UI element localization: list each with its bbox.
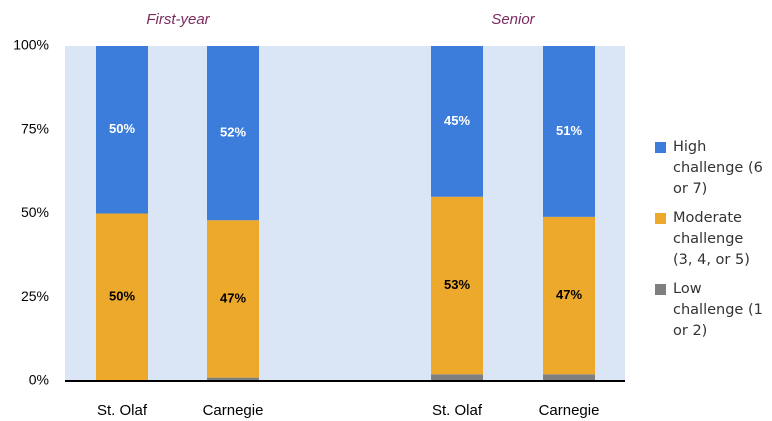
legend-label: Low challenge (1 or 2) xyxy=(673,281,763,339)
legend-item: High challenge (6 or 7) xyxy=(655,137,765,200)
plot-background xyxy=(65,46,625,381)
y-tick-label: 75% xyxy=(21,120,49,136)
x-tick-label: St. Olaf xyxy=(97,402,148,419)
legend-item: Moderate challenge (3, 4, or 5) xyxy=(655,208,765,271)
y-tick-label: 50% xyxy=(21,204,49,220)
bar-segment xyxy=(431,46,483,197)
bar-segment xyxy=(543,46,595,217)
x-tick-label: Carnegie xyxy=(203,402,264,419)
legend-swatch xyxy=(655,284,666,295)
legend-swatch xyxy=(655,142,666,153)
legend: High challenge (6 or 7) Moderate challeng… xyxy=(655,137,765,350)
bar-segment xyxy=(207,46,259,221)
data-label: 47% xyxy=(556,287,582,302)
data-label: 50% xyxy=(109,289,135,304)
legend-label: Moderate challenge (3, 4, or 5) xyxy=(673,210,750,268)
bar-segment xyxy=(543,216,595,375)
data-label: 45% xyxy=(444,113,470,128)
y-tick-label: 0% xyxy=(29,372,49,388)
bar-segment xyxy=(96,46,148,214)
data-label: 50% xyxy=(109,121,135,136)
bar-segment xyxy=(207,220,259,378)
legend-label: High challenge (6 or 7) xyxy=(673,139,763,197)
x-tick-label: St. Olaf xyxy=(432,402,483,419)
data-label: 51% xyxy=(556,123,582,138)
y-tick-label: 100% xyxy=(13,37,49,53)
bar-segment xyxy=(543,374,595,381)
data-label: 53% xyxy=(444,277,470,292)
legend-swatch xyxy=(655,213,666,224)
bar-segment xyxy=(431,196,483,375)
y-tick-label: 25% xyxy=(21,288,49,304)
bar-segment xyxy=(207,377,259,381)
group-label: Senior xyxy=(491,11,535,28)
legend-item: Low challenge (1 or 2) xyxy=(655,279,765,342)
data-label: 52% xyxy=(220,125,246,140)
bar-segment xyxy=(96,213,148,381)
group-label: First-year xyxy=(146,11,210,28)
bar-segment xyxy=(431,374,483,381)
x-tick-label: Carnegie xyxy=(539,402,600,419)
data-label: 47% xyxy=(220,290,246,305)
